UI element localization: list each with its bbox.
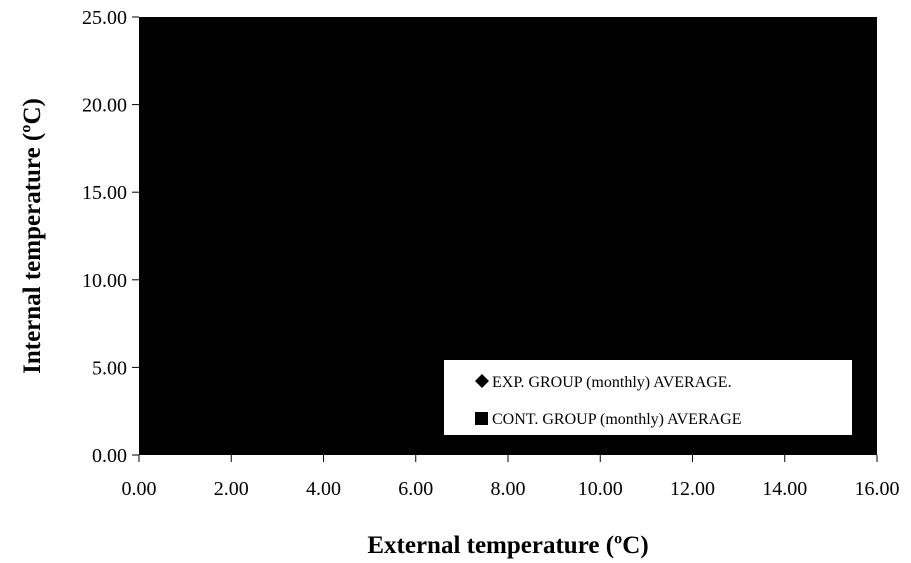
legend-label-cont-group: CONT. GROUP (monthly) AVERAGE	[492, 411, 742, 428]
x-axis-title: External temperature (ºC)	[367, 532, 648, 559]
y-tick-label: 25.00	[82, 7, 127, 29]
x-axis-ticks: 0.00 2.00 4.00 6.00 8.00 10.00 12.00 14.00 16.00	[122, 455, 900, 500]
x-tick-label: 14.00	[762, 478, 807, 500]
legend: EXP. GROUP (monthly) AVERAGE. CONT. GROU…	[444, 360, 852, 435]
x-tick-label: 6.00	[398, 478, 433, 500]
y-tick-label: 10.00	[82, 270, 127, 292]
x-tick-label: 16.00	[855, 478, 900, 500]
y-axis-ticks: 0.00 5.00 10.00 15.00 20.00 25.00	[82, 7, 139, 467]
x-tick-label: 8.00	[491, 478, 526, 500]
legend-label-exp-group: EXP. GROUP (monthly) AVERAGE.	[492, 374, 732, 391]
y-tick-label: 15.00	[82, 182, 127, 204]
y-tick-label: 5.00	[92, 357, 127, 379]
square-marker-icon	[475, 412, 488, 425]
legend-box	[444, 360, 852, 435]
x-tick-label: 12.00	[670, 478, 715, 500]
diamond-marker-icon	[475, 374, 489, 388]
x-tick-label: 0.00	[122, 478, 157, 500]
y-tick-label: 0.00	[92, 445, 127, 467]
x-tick-label: 4.00	[306, 478, 341, 500]
x-tick-label: 2.00	[214, 478, 249, 500]
y-axis-title: Internal temperature (ºC)	[19, 98, 46, 374]
x-tick-label: 10.00	[578, 478, 623, 500]
y-tick-label: 20.00	[82, 95, 127, 117]
